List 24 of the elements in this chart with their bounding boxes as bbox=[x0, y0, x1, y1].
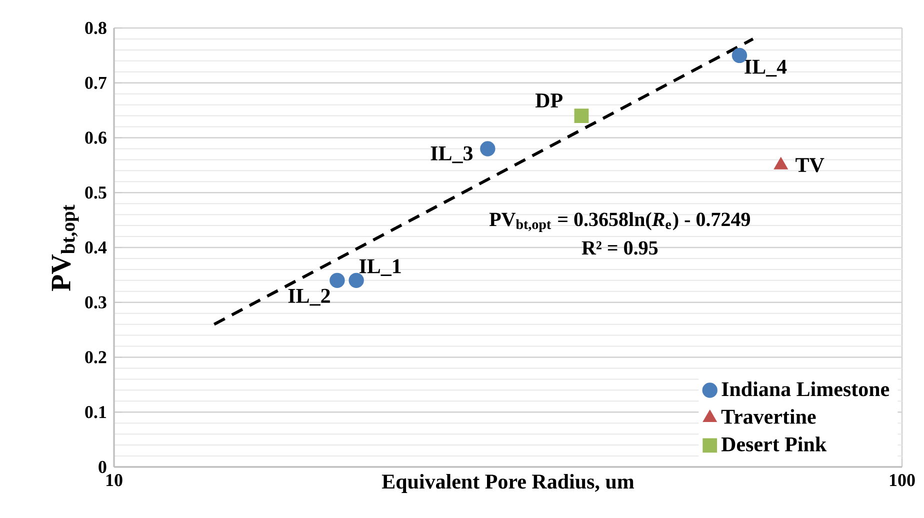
annotation: TV bbox=[796, 158, 824, 172]
y-tick-label: 0.4 bbox=[85, 241, 107, 254]
legend-label: Desert Pink bbox=[721, 436, 827, 452]
x-tick-label: 100 bbox=[890, 474, 915, 486]
annotation: IL_4 bbox=[744, 60, 787, 77]
annotation: DP bbox=[535, 94, 562, 108]
legend-label: Travertine bbox=[721, 409, 816, 424]
y-tick-label: 0.7 bbox=[85, 76, 107, 89]
x-tick-label: 10 bbox=[106, 474, 122, 486]
y-tick-label: 0.8 bbox=[85, 22, 106, 34]
annotation: IL_1 bbox=[359, 259, 401, 276]
y-tick-label: 0.6 bbox=[85, 132, 106, 144]
y-tick-label: 0.5 bbox=[85, 186, 106, 199]
annotation: IL_2 bbox=[288, 288, 330, 306]
y-tick-label: 0.1 bbox=[85, 406, 106, 418]
y-tick-label: 0.3 bbox=[85, 296, 106, 308]
y-tick-label: 0.2 bbox=[85, 351, 106, 364]
legend-label: Indiana Limestone bbox=[722, 382, 890, 396]
annotation: IL_3 bbox=[430, 146, 473, 164]
annotation: R² = 0.95 bbox=[582, 241, 658, 255]
y-axis-title: PV$_{bt,opt}$ bbox=[52, 204, 79, 291]
annotation: PV$_{bt,opt}$ = 0.3658ln(R$_{e}$) - 0.7249 bbox=[489, 212, 750, 232]
x-axis-title: Equivalent Pore Radius, um bbox=[382, 474, 634, 493]
y-tick-label: 0 bbox=[98, 460, 106, 474]
